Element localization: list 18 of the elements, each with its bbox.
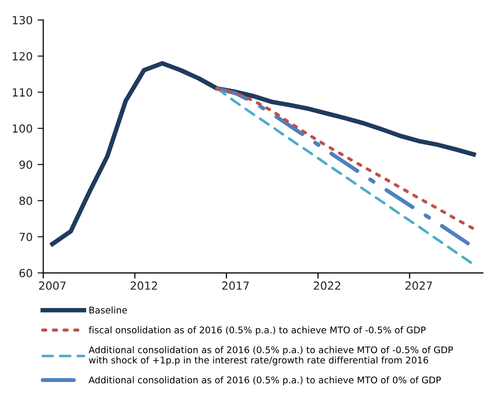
y-tick-label: 120 — [12, 52, 32, 60]
y-tick-label: 100 — [12, 124, 32, 133]
x-tick-label: 2007 — [39, 281, 66, 290]
legend-label: Baseline — [89, 306, 127, 314]
y-tick-label: 80 — [19, 196, 32, 206]
y-tick-label: 110 — [12, 88, 32, 97]
x-tick-label: 2022 — [314, 281, 340, 290]
x-tick-label: 2027 — [405, 281, 432, 290]
y-tick-label: 60 — [19, 268, 32, 278]
y-tick-label: 130 — [12, 16, 32, 24]
y-tick-label: 70 — [20, 232, 32, 242]
line-series — [50, 61, 476, 246]
legend-label: Additional consolidation as of 2016 (0.5% p.a.) to achieve MTO of -0.5% of GDP with shock of +1p.p in the interest rate/growth rate differential from 2016 — [88, 346, 453, 366]
legend-label: fiscal onsolidation as of 2016 (0.5% p.a.) to achieve MTO of -0.5% of GDP — [88, 326, 426, 336]
x-tick-label: 2017 — [222, 281, 249, 290]
y-tick-label: 90 — [19, 160, 32, 169]
x-tick-label: 2012 — [130, 281, 158, 290]
legend-label: Additional consolidation as of 2016 (0.5% p.a.) to achieve MTO of 0% of GDP — [88, 376, 441, 386]
